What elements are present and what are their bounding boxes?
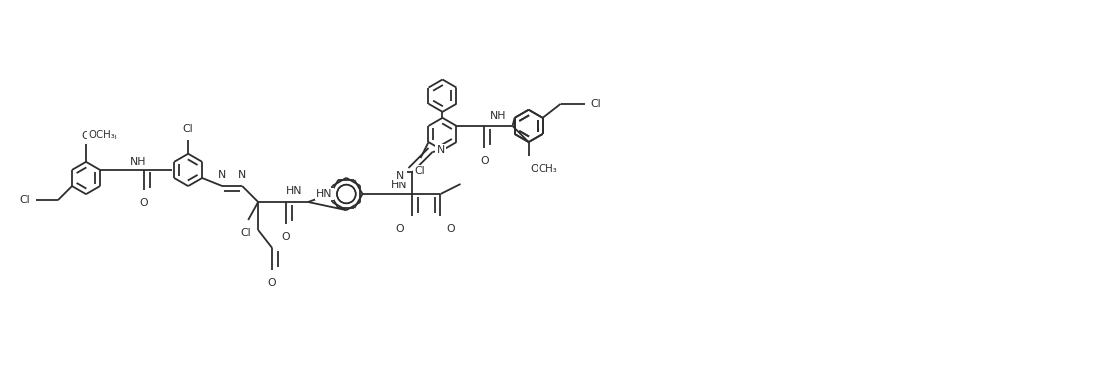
Text: Cl: Cl <box>183 124 193 134</box>
Text: O: O <box>139 198 148 208</box>
Text: NH: NH <box>490 111 507 121</box>
Text: Cl: Cl <box>415 166 425 176</box>
Text: HN: HN <box>285 186 302 196</box>
Text: N: N <box>396 171 405 181</box>
Text: Cl: Cl <box>241 228 251 238</box>
Text: CH₃: CH₃ <box>98 131 116 141</box>
Text: N: N <box>238 170 247 180</box>
Text: O: O <box>268 278 276 288</box>
Text: OCH₃: OCH₃ <box>88 130 115 140</box>
Text: N: N <box>437 145 444 155</box>
Text: O: O <box>446 224 455 234</box>
Text: Cl: Cl <box>590 99 601 109</box>
Text: NH: NH <box>131 157 147 167</box>
Text: Cl: Cl <box>20 195 30 205</box>
Text: HN: HN <box>391 180 407 190</box>
Text: O: O <box>480 156 489 166</box>
Text: N: N <box>218 170 226 180</box>
Text: O: O <box>396 224 405 234</box>
Text: CH₃: CH₃ <box>539 164 557 174</box>
Text: O: O <box>81 131 90 141</box>
Text: O: O <box>531 164 540 174</box>
Text: O: O <box>282 232 291 242</box>
Text: HN: HN <box>316 189 332 199</box>
